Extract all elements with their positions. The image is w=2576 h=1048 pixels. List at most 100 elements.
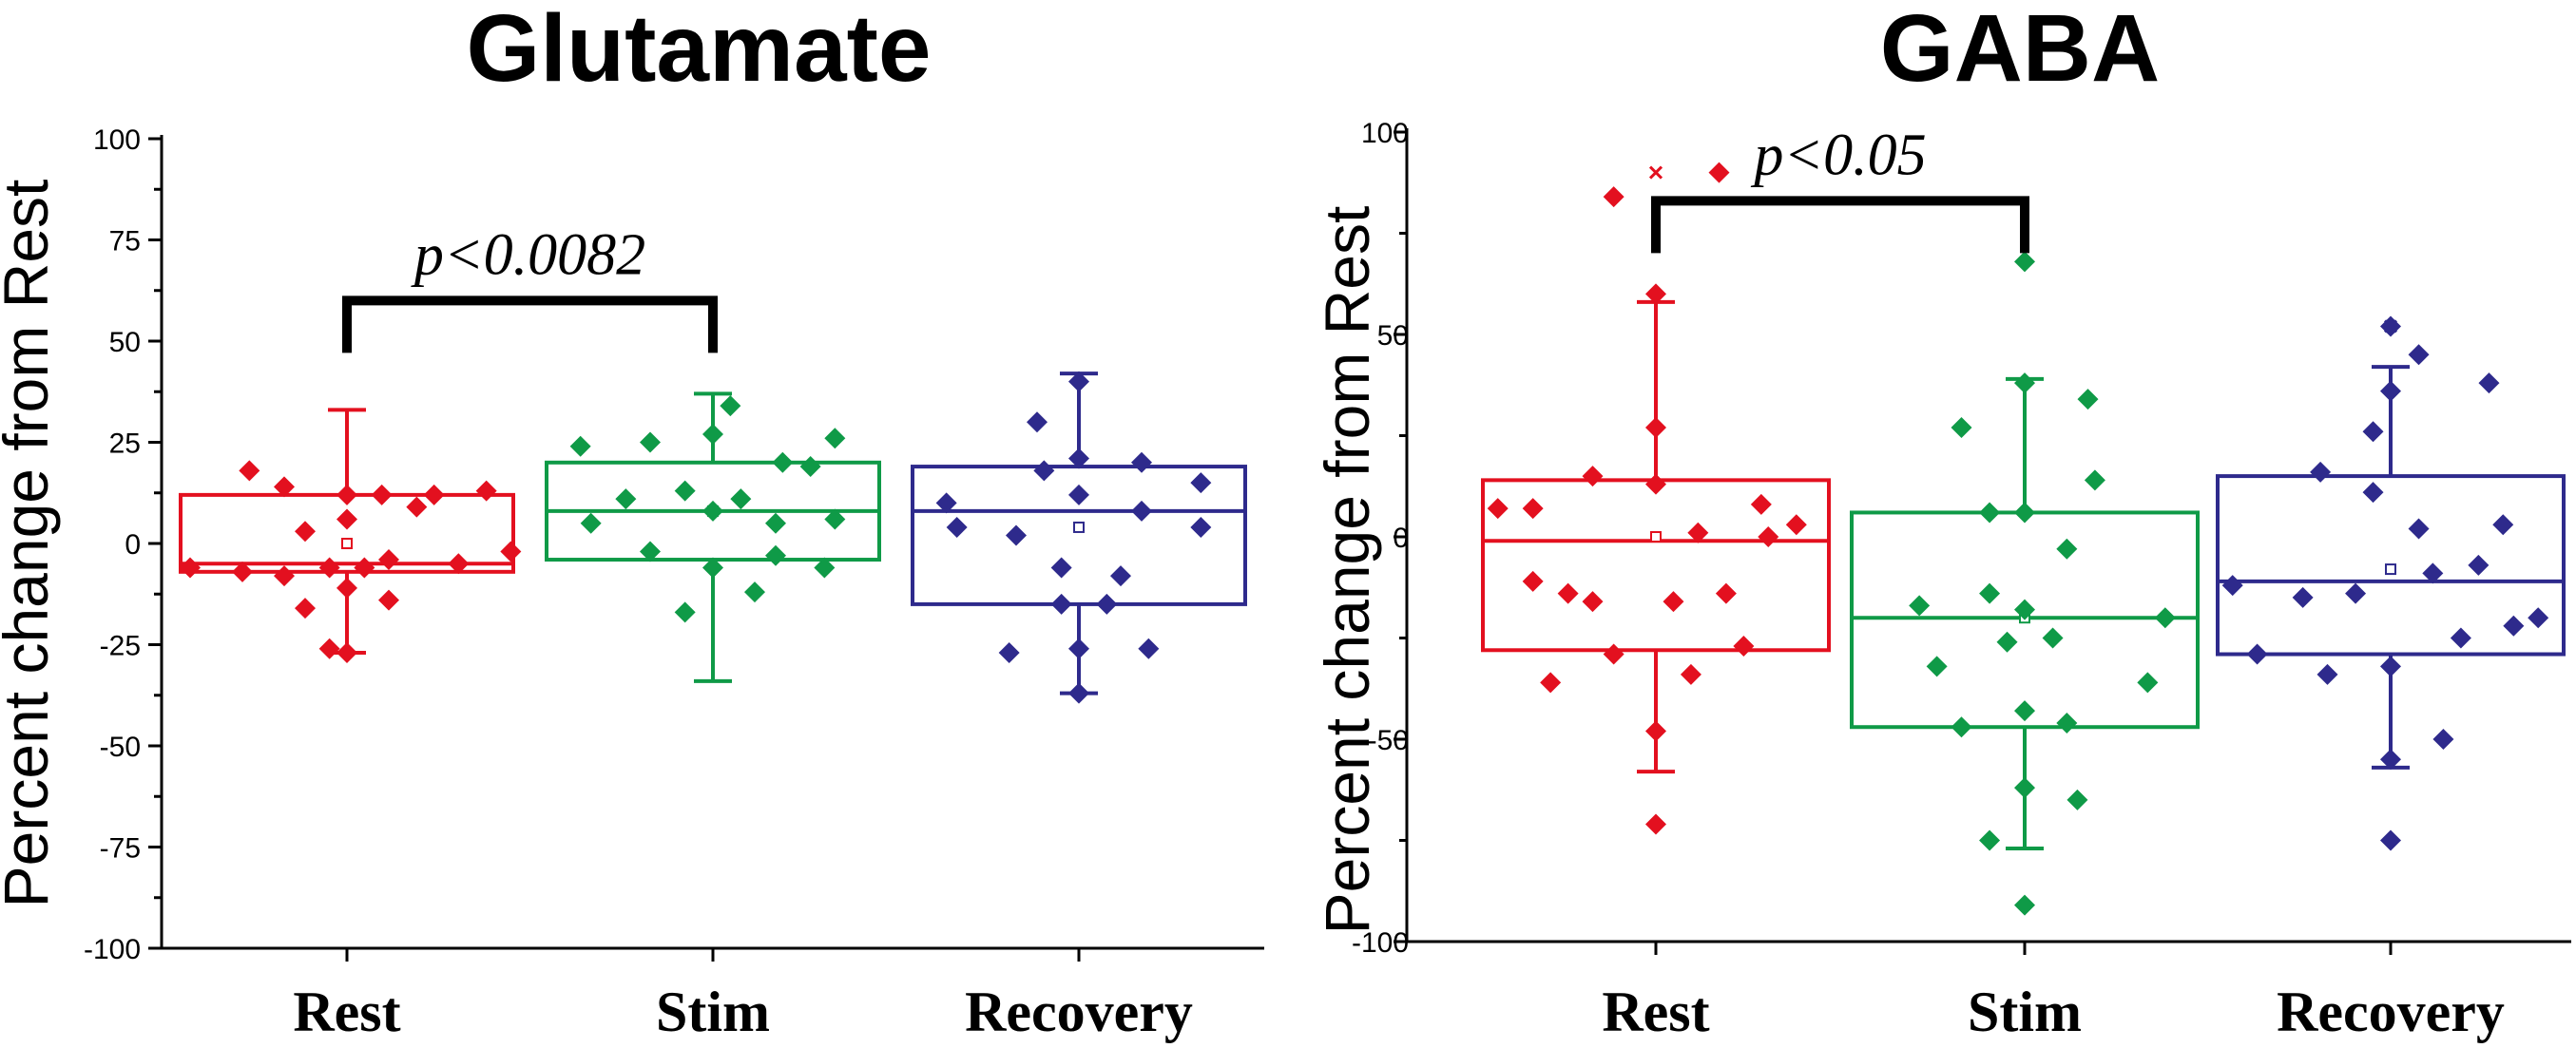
data-point — [2067, 789, 2088, 810]
data-point — [1050, 557, 1072, 579]
data-point — [1687, 522, 1709, 543]
data-point — [1758, 526, 1779, 547]
data-point — [1096, 593, 1118, 615]
data-point — [998, 642, 1020, 664]
data-point — [1068, 371, 1089, 392]
data-point — [1050, 593, 1072, 615]
y-tick-label: 75 — [109, 226, 141, 257]
significance-label: p<0.05 — [1750, 123, 1926, 187]
data-point — [2014, 372, 2035, 394]
data-point — [2380, 829, 2401, 851]
data-point — [1645, 473, 1666, 495]
data-point — [674, 480, 696, 502]
y-tick-label: 0 — [125, 529, 141, 561]
data-point — [336, 508, 357, 530]
data-point — [1557, 582, 1579, 604]
box-rest — [179, 408, 522, 664]
data-point — [674, 601, 696, 623]
data-point — [2380, 749, 2401, 771]
data-point — [336, 642, 357, 664]
data-point — [2380, 380, 2401, 402]
data-point — [640, 541, 661, 562]
data-point — [1006, 524, 1027, 546]
data-point — [2528, 607, 2549, 629]
y-tick-label: 25 — [109, 429, 141, 460]
x-tick-label-recovery: Recovery — [2277, 981, 2505, 1043]
data-point — [569, 435, 591, 457]
data-point — [1926, 656, 1948, 677]
data-point — [2422, 562, 2444, 584]
data-point — [2408, 344, 2430, 366]
data-point — [2056, 712, 2078, 734]
data-point — [1522, 570, 1544, 592]
data-point — [2450, 627, 2471, 649]
data-point — [1979, 502, 2001, 524]
data-point — [1979, 582, 2001, 604]
data-point — [640, 431, 661, 453]
data-point — [2014, 700, 2035, 722]
x-tick-label-stim: Stim — [1968, 981, 2082, 1043]
mean-marker — [1073, 521, 1085, 533]
significance-bracket — [1651, 196, 2029, 254]
data-point — [1027, 411, 1048, 433]
data-point — [1190, 516, 1212, 538]
data-point — [1645, 416, 1666, 438]
data-point — [730, 488, 752, 510]
data-point — [2310, 461, 2332, 483]
box-recovery — [2216, 315, 2566, 851]
data-point — [1645, 720, 1666, 742]
data-point — [2503, 615, 2525, 637]
data-point — [2014, 251, 2035, 273]
gaba-chart: GABA Percent change from Rest 100 50 0 -50 -10… — [1312, 0, 2571, 1043]
y-tick-label: 50 — [1377, 320, 1409, 352]
data-point — [824, 428, 846, 449]
data-point — [1715, 582, 1737, 604]
y-tick-label: -100 — [1352, 927, 1409, 959]
data-point — [744, 581, 765, 603]
x-tick-label-rest: Rest — [1602, 981, 1709, 1043]
data-point — [1979, 829, 2001, 851]
data-point — [2014, 502, 2035, 524]
data-point — [824, 508, 846, 530]
chart-title: Glutamate — [466, 0, 931, 102]
data-point — [1131, 451, 1152, 473]
data-point — [1680, 663, 1701, 685]
y-tick-label: 100 — [93, 124, 141, 156]
data-point — [1068, 448, 1089, 469]
chart-title: GABA — [1880, 0, 2160, 102]
data-point — [2221, 575, 2243, 597]
data-point — [1068, 484, 1089, 505]
data-point — [336, 484, 357, 505]
data-point — [1190, 472, 1212, 494]
data-point — [406, 496, 428, 518]
data-point — [1645, 283, 1666, 305]
data-point — [702, 557, 723, 579]
data-point — [1951, 716, 1972, 738]
data-point — [1603, 186, 1624, 208]
box-rect — [2216, 474, 2566, 657]
data-point — [2077, 389, 2099, 410]
x-tick-label-rest: Rest — [293, 981, 400, 1043]
data-point — [1582, 591, 1604, 613]
data-point — [2492, 514, 2514, 536]
data-point — [2014, 894, 2035, 916]
significance-label: p<0.0082 — [411, 222, 645, 287]
data-point — [274, 565, 295, 587]
data-point — [720, 395, 741, 417]
data-point — [1131, 500, 1152, 522]
data-point — [1522, 498, 1544, 520]
data-point — [378, 589, 399, 611]
data-point — [580, 512, 602, 534]
data-point — [318, 557, 340, 579]
mean-marker — [341, 538, 353, 549]
data-point — [2292, 586, 2314, 608]
data-point — [1733, 636, 1755, 657]
y-tick-label: -50 — [100, 732, 141, 763]
data-point — [500, 541, 522, 562]
data-point — [1996, 631, 2018, 653]
data-point — [336, 577, 357, 599]
data-point — [2432, 729, 2454, 750]
y-tick-label: 50 — [109, 327, 141, 358]
y-tick-label: -100 — [84, 934, 141, 965]
data-point — [1603, 643, 1624, 665]
